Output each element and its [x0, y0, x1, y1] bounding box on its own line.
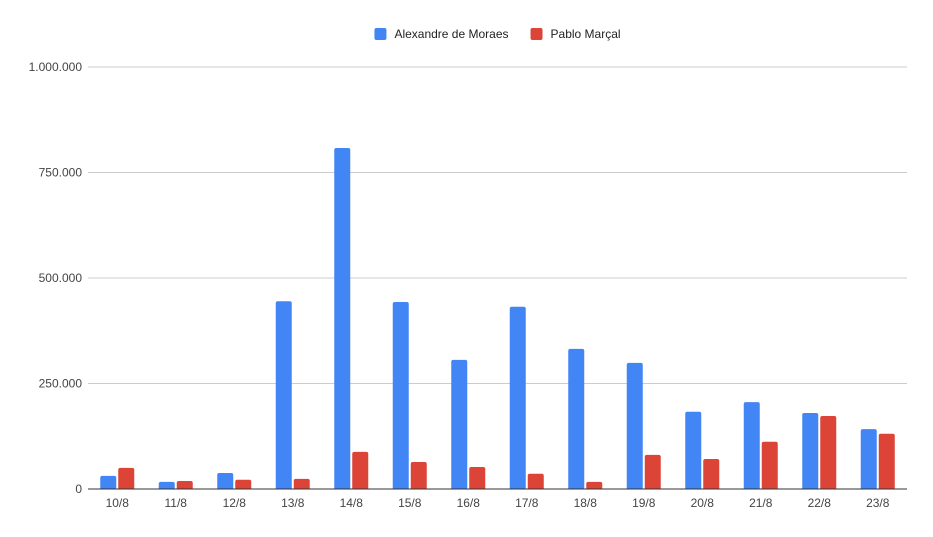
bar-alexandre-de-moraes-12-8	[217, 472, 234, 489]
x-tick-label: 12/8	[223, 496, 247, 510]
bar-alexandre-de-moraes-20-8	[685, 411, 702, 489]
x-tick-label: 15/8	[398, 496, 422, 510]
bar-pablo-marcal-15-8	[410, 461, 427, 489]
y-tick-label: 0	[75, 482, 82, 496]
gridlines	[88, 66, 907, 384]
x-tick-label: 11/8	[165, 496, 188, 510]
x-tick-label: 23/8	[866, 496, 890, 510]
bar-pablo-marcal-11-8	[176, 480, 193, 489]
bar-alexandre-de-moraes-10-8	[100, 475, 117, 489]
bar-alexandre-de-moraes-18-8	[568, 348, 585, 489]
bar-pablo-marcal-12-8	[235, 479, 252, 489]
bar-alexandre-de-moraes-14-8	[334, 148, 351, 490]
x-tick-label: 18/8	[574, 496, 598, 510]
bar-alexandre-de-moraes-22-8	[802, 413, 819, 489]
bars	[100, 148, 895, 490]
bar-pablo-marcal-17-8	[527, 473, 544, 489]
x-tick-label: 19/8	[632, 496, 656, 510]
bar-pablo-marcal-23-8	[878, 433, 895, 489]
bar-pablo-marcal-14-8	[352, 451, 369, 489]
y-tick-label: 1.000.000	[29, 60, 83, 74]
bar-alexandre-de-moraes-19-8	[626, 362, 643, 489]
bar-alexandre-de-moraes-13-8	[275, 301, 292, 489]
legend-label: Pablo Marçal	[551, 27, 621, 41]
bar-pablo-marcal-21-8	[761, 441, 778, 489]
legend-item-alexandre-de-moraes: Alexandre de Moraes	[374, 27, 509, 41]
bar-pablo-marcal-20-8	[703, 459, 720, 489]
bar-alexandre-de-moraes-15-8	[392, 302, 409, 489]
bar-pablo-marcal-19-8	[644, 454, 661, 489]
x-tick-label: 20/8	[691, 496, 715, 510]
y-tick-label: 750.000	[39, 166, 83, 180]
bar-alexandre-de-moraes-16-8	[451, 359, 468, 489]
bar-pablo-marcal-16-8	[469, 467, 486, 489]
legend-item-pablo-marcal: Pablo Marçal	[530, 27, 621, 41]
x-tick-label: 16/8	[457, 496, 481, 510]
bar-alexandre-de-moraes-23-8	[860, 429, 877, 489]
x-tick-label: 22/8	[808, 496, 832, 510]
bar-alexandre-de-moraes-11-8	[158, 481, 175, 489]
x-tick-label: 10/8	[106, 496, 130, 510]
bar-pablo-marcal-18-8	[586, 481, 603, 489]
legend-label: Alexandre de Moraes	[394, 27, 508, 41]
x-axis-ticks: 10/8 11/8 12/8 13/8 14/8 15/8 16/8 17/8 18/8 19/8…	[106, 496, 890, 510]
bar-alexandre-de-moraes-21-8	[743, 402, 760, 489]
bar-alexandre-de-moraes-17-8	[509, 306, 526, 489]
legend: Alexandre de Moraes Pablo Marçal	[374, 27, 621, 41]
y-tick-label: 250.000	[39, 377, 83, 391]
y-tick-label: 500.000	[39, 271, 83, 285]
x-tick-label: 13/8	[281, 496, 305, 510]
bar-pablo-marcal-13-8	[293, 478, 310, 489]
x-tick-label: 17/8	[515, 496, 539, 510]
bar-pablo-marcal-10-8	[118, 467, 135, 489]
x-tick-label: 14/8	[340, 496, 364, 510]
x-tick-label: 21/8	[749, 496, 773, 510]
y-axis-ticks: 0 250.000 500.000 750.000 1.000.000	[29, 60, 83, 496]
legend-swatch	[530, 28, 543, 40]
bar-pablo-marcal-22-8	[820, 415, 837, 489]
legend-swatch	[374, 28, 387, 40]
